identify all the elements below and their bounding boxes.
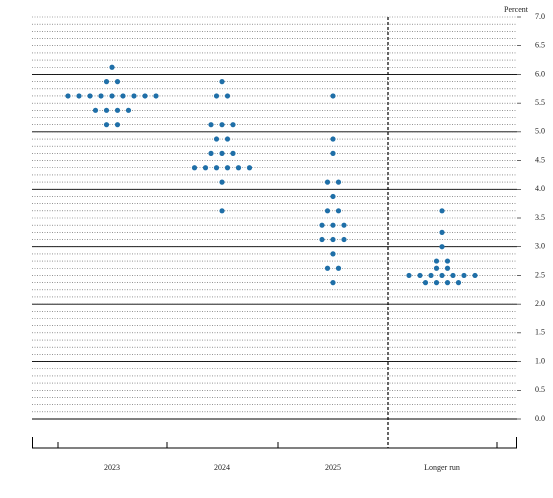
dot	[330, 193, 336, 200]
dot	[191, 165, 198, 171]
dot	[224, 93, 231, 99]
dot	[114, 79, 121, 85]
dot	[439, 229, 445, 235]
dot	[219, 208, 225, 214]
dot	[230, 122, 236, 128]
dot	[444, 258, 451, 264]
x-tick-label: 2024	[214, 463, 230, 472]
dot	[439, 208, 445, 214]
dot	[428, 272, 434, 279]
dot	[103, 107, 110, 113]
dot	[319, 236, 325, 243]
dot	[472, 272, 478, 279]
dot	[87, 93, 93, 99]
dot	[439, 272, 445, 279]
dot	[335, 208, 342, 214]
dot	[219, 150, 225, 156]
dot	[208, 122, 214, 128]
y-tick-label: 5.5	[535, 98, 545, 107]
dot	[114, 122, 121, 128]
dot	[406, 272, 412, 279]
y-tick-label: 1.5	[535, 328, 545, 337]
dot	[330, 236, 336, 243]
dot	[422, 280, 429, 286]
dot	[131, 93, 137, 99]
dot	[335, 179, 342, 185]
x-tick-label: Longer run	[424, 463, 460, 472]
dot	[114, 107, 121, 113]
dot	[219, 79, 225, 85]
dot	[450, 272, 456, 279]
dot	[319, 222, 325, 228]
dot	[433, 280, 440, 286]
dot	[120, 93, 126, 99]
dot	[335, 265, 342, 271]
dot	[109, 64, 115, 70]
dot	[324, 179, 331, 185]
dot	[142, 93, 148, 99]
dot	[341, 236, 347, 243]
dot	[125, 107, 132, 113]
dot	[444, 280, 451, 286]
dot	[417, 272, 423, 279]
x-axis-ticks	[32, 437, 517, 448]
dot	[330, 136, 336, 142]
dot	[213, 165, 220, 171]
dot	[224, 165, 231, 171]
dot	[461, 272, 467, 279]
dot	[439, 244, 445, 250]
dot	[76, 93, 82, 99]
dot	[109, 93, 115, 99]
dot	[444, 265, 451, 271]
dot	[219, 179, 225, 185]
y-tick-label: 5.0	[535, 127, 545, 136]
y-axis-label: Percent	[504, 5, 529, 14]
y-tick-label: 0.5	[535, 385, 545, 394]
dot	[246, 165, 253, 171]
dot	[330, 93, 336, 99]
dot	[330, 251, 336, 257]
dot	[202, 165, 209, 171]
dot	[219, 122, 225, 128]
dot	[103, 122, 110, 128]
y-tick-label: 2.0	[535, 299, 545, 308]
dot	[341, 222, 347, 228]
dot	[230, 150, 236, 156]
dot	[324, 265, 331, 271]
dot	[103, 79, 110, 85]
y-tick-label: 4.0	[535, 184, 545, 193]
dot	[330, 280, 336, 286]
dot	[433, 265, 440, 271]
dot	[330, 150, 336, 156]
dot	[92, 107, 99, 113]
y-tick-label: 7.0	[535, 12, 545, 21]
dot	[224, 136, 231, 142]
dot	[455, 280, 462, 286]
y-tick-label: 0.0	[535, 414, 545, 423]
dot	[213, 93, 220, 99]
y-tick-label: 3.0	[535, 242, 545, 251]
x-tick-label: 2025	[325, 463, 341, 472]
dot	[235, 165, 242, 171]
y-tick-label: 4.5	[535, 155, 545, 164]
y-tick-label: 6.5	[535, 41, 545, 50]
x-tick-label: 2023	[104, 463, 120, 472]
dot	[65, 93, 71, 99]
dot	[98, 93, 104, 99]
y-tick-label: 1.0	[535, 356, 545, 365]
dot	[324, 208, 331, 214]
y-tick-label: 2.5	[535, 270, 545, 279]
dot	[433, 258, 440, 264]
dot	[208, 150, 214, 156]
y-tick-label: 6.0	[535, 69, 545, 78]
dot	[330, 222, 336, 228]
dot	[213, 136, 220, 142]
y-tick-label: 3.5	[535, 213, 545, 222]
dot	[153, 93, 159, 99]
